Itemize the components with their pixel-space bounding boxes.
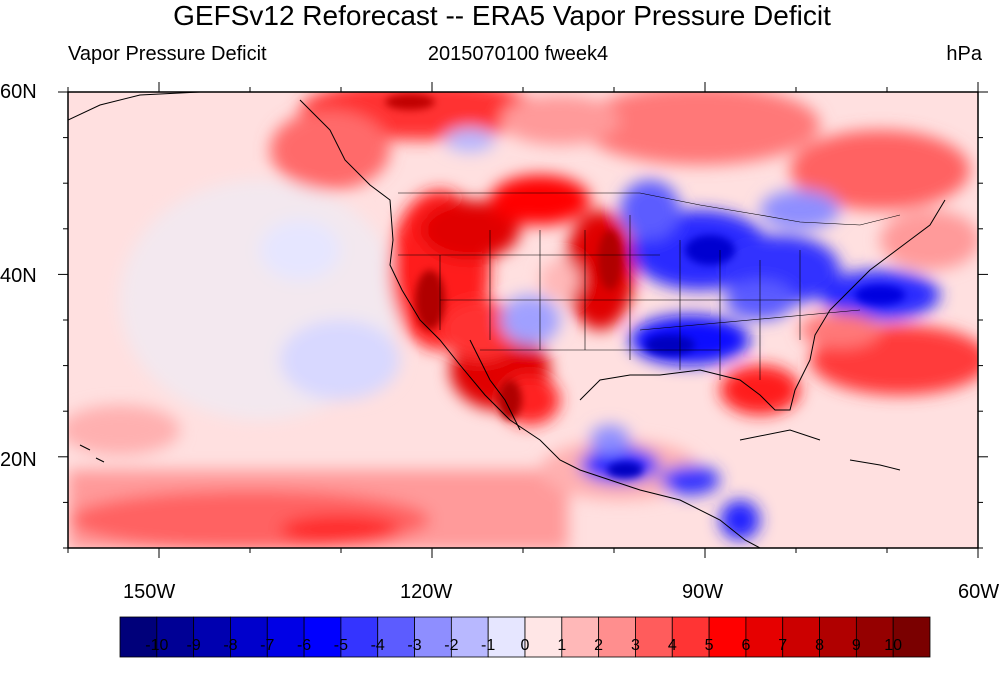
units-label: hPa — [946, 43, 982, 65]
lon-label-120w: 120W — [400, 581, 453, 603]
variable-label: Vapor Pressure Deficit — [68, 43, 267, 65]
colorbar-label: 5 — [704, 637, 714, 654]
colorbar-swatch — [671, 616, 710, 658]
colorbar-label: -1 — [481, 637, 496, 654]
colorbar-swatch — [598, 616, 636, 658]
colorbar-label: 8 — [815, 637, 824, 654]
lon-label-60w: 60W — [958, 581, 1000, 603]
colorbar-swatch — [303, 616, 342, 658]
colorbar-label: -10 — [145, 637, 169, 654]
colorbar-swatch — [340, 616, 379, 658]
lat-label-60n: 60N — [0, 81, 37, 103]
colorbar-label: -4 — [370, 637, 385, 654]
colorbar — [119, 616, 931, 658]
colorbar-swatch — [450, 616, 489, 658]
colorbar-label: -9 — [186, 637, 201, 654]
colorbar-label: 3 — [631, 637, 640, 654]
coastlines — [68, 92, 946, 548]
colorbar-label: 2 — [594, 637, 604, 654]
colorbar-label: 7 — [778, 637, 788, 654]
anomaly-field — [68, 92, 978, 548]
colorbar-swatch — [855, 616, 894, 658]
lon-label-90w: 90W — [682, 581, 724, 603]
colorbar-swatch — [708, 616, 747, 658]
colorbar-label: 1 — [557, 637, 567, 654]
lat-label-20n: 20N — [0, 449, 37, 471]
colorbar-swatch — [819, 616, 857, 658]
lon-label-150w: 150W — [123, 581, 176, 603]
colorbar-label: -6 — [296, 637, 312, 654]
colorbar-swatch — [487, 616, 526, 658]
forecast-time-label: 2015070100 fweek4 — [427, 43, 609, 65]
colorbar-label: -8 — [223, 637, 238, 654]
colorbar-label: 9 — [851, 637, 861, 654]
colorbar-label: -3 — [407, 637, 422, 654]
map-title: GEFSv12 Reforecast -- ERA5 Vapor Pressur… — [173, 0, 831, 31]
colorbar-label: -2 — [444, 637, 459, 654]
axis-ticks — [58, 82, 988, 558]
colorbar-swatch — [892, 616, 931, 658]
colorbar-label: 10 — [884, 637, 903, 654]
colorbar-swatch — [377, 616, 415, 658]
colorbar-swatch — [230, 616, 268, 658]
colorbar-label: 0 — [520, 637, 530, 654]
colorbar-swatch — [156, 616, 195, 658]
colorbar-swatch — [119, 616, 158, 658]
colorbar-swatch — [266, 616, 305, 658]
political-boundaries — [398, 192, 901, 380]
lat-label-40n: 40N — [0, 265, 37, 287]
colorbar-swatch — [524, 616, 563, 658]
colorbar-label: 4 — [667, 637, 677, 654]
colorbar-label: -7 — [260, 637, 275, 654]
colorbar-swatch — [745, 616, 784, 658]
colorbar-label: -5 — [333, 637, 349, 654]
colorbar-label: 6 — [741, 637, 751, 654]
colorbar-swatch — [782, 616, 820, 658]
